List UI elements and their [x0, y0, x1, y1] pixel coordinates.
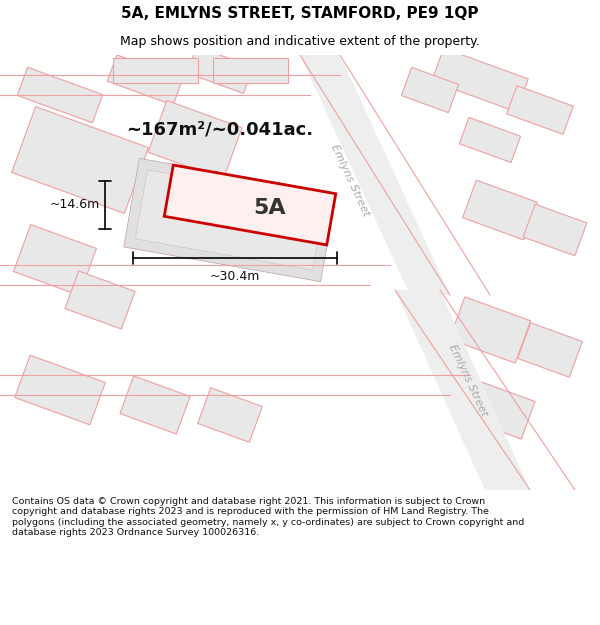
Polygon shape	[120, 376, 190, 434]
Polygon shape	[11, 107, 148, 213]
Polygon shape	[506, 86, 574, 134]
Text: 5A, EMLYNS STREET, STAMFORD, PE9 1QP: 5A, EMLYNS STREET, STAMFORD, PE9 1QP	[121, 6, 479, 21]
Polygon shape	[449, 297, 530, 363]
Polygon shape	[148, 101, 242, 179]
Polygon shape	[460, 118, 521, 162]
Text: Emlyns Street: Emlyns Street	[329, 142, 371, 218]
Polygon shape	[65, 271, 135, 329]
Polygon shape	[395, 290, 530, 490]
Polygon shape	[463, 180, 538, 240]
Polygon shape	[432, 48, 528, 112]
Text: 5A: 5A	[254, 198, 286, 218]
Polygon shape	[187, 47, 253, 93]
Polygon shape	[523, 204, 587, 256]
Text: ~30.4m: ~30.4m	[210, 270, 260, 283]
Polygon shape	[300, 55, 450, 295]
Polygon shape	[401, 68, 458, 112]
Polygon shape	[124, 158, 336, 282]
Polygon shape	[113, 58, 197, 82]
Polygon shape	[518, 322, 583, 378]
Polygon shape	[212, 58, 287, 82]
Polygon shape	[15, 355, 105, 425]
Text: Map shows position and indicative extent of the property.: Map shows position and indicative extent…	[120, 35, 480, 48]
Text: ~167m²/~0.041ac.: ~167m²/~0.041ac.	[127, 121, 314, 139]
Polygon shape	[14, 224, 97, 296]
Polygon shape	[107, 55, 182, 105]
Polygon shape	[135, 170, 325, 270]
Polygon shape	[197, 388, 262, 442]
Text: Contains OS data © Crown copyright and database right 2021. This information is : Contains OS data © Crown copyright and d…	[12, 497, 524, 537]
Polygon shape	[465, 381, 535, 439]
Text: ~14.6m: ~14.6m	[50, 199, 100, 211]
Polygon shape	[164, 165, 336, 245]
Text: Emlyns Street: Emlyns Street	[447, 342, 489, 418]
Polygon shape	[17, 68, 103, 122]
